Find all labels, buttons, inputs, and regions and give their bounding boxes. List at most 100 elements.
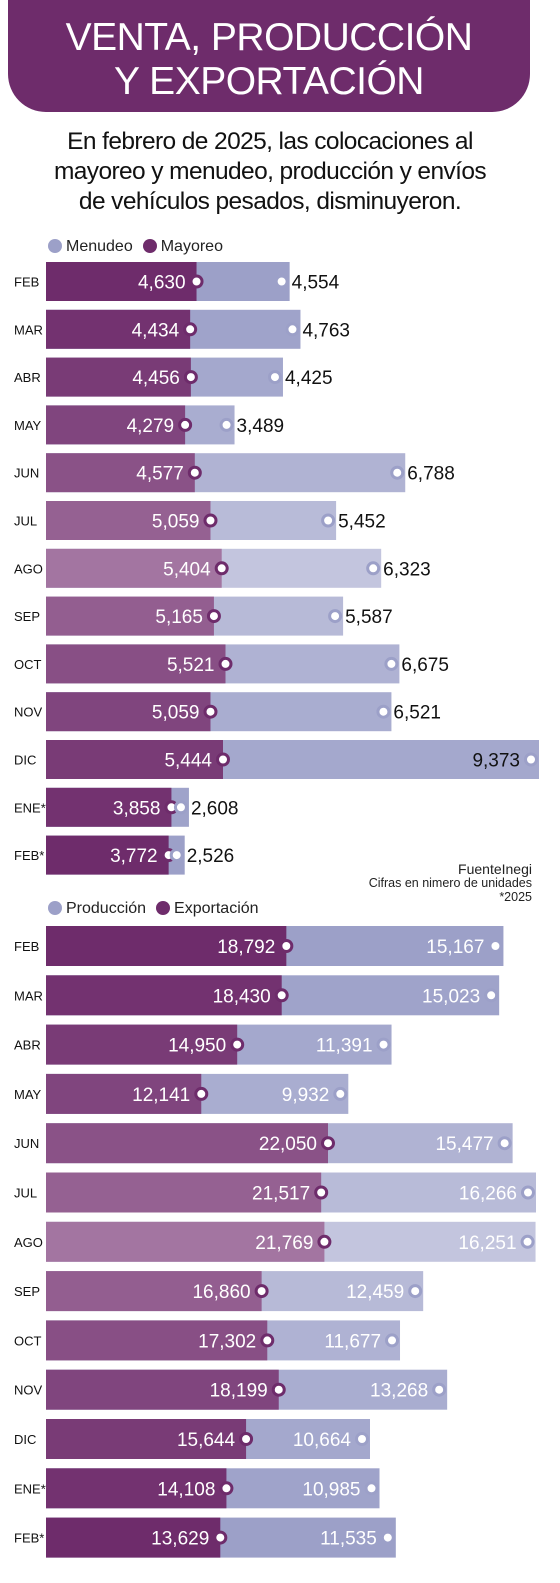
asterisk-note: *2025: [499, 890, 532, 904]
sales-marker-mayoreo-feb: [189, 274, 204, 289]
prod-label-exportación-jun: 22,050: [259, 1134, 317, 1155]
prod-bar-exportación-dic: [46, 1419, 247, 1459]
prod-bar-exportación-feb-star: [46, 1517, 221, 1558]
sales-label-menudeo-may: 3,489: [237, 416, 285, 437]
sales-label-mayoreo-oct: 5,521: [167, 655, 215, 676]
prod-marker-exportación-jul: [314, 1185, 329, 1200]
prod-bar-exportación-may: [46, 1073, 202, 1114]
sales-label-menudeo-feb-star: 2,526: [187, 846, 235, 867]
prod-marker-producción-nov: [432, 1382, 447, 1397]
legend-label-mayoreo: Mayoreo: [160, 238, 223, 255]
prod-marker-producción-feb: [488, 939, 503, 953]
legend-dot-produccion: [48, 901, 62, 915]
prod-bar-exportación-sep: [46, 1271, 262, 1312]
prod-label-producción-oct: 11,677: [324, 1331, 381, 1352]
sales-bar-mayoreo-sep: [46, 596, 214, 636]
prod-category-label-sep: SEP: [14, 1284, 40, 1299]
prod-bar-exportación-jul: [46, 1172, 322, 1213]
prod-label-producción-feb: 15,167: [426, 937, 484, 958]
prod-label-exportación-abr: 14,950: [168, 1036, 226, 1057]
sales-category-label-abr: ABR: [14, 370, 41, 385]
sales-label-menudeo-ene-star: 2,608: [191, 798, 239, 819]
prod-marker-producción-may: [333, 1086, 348, 1101]
prod-bar-exportación-abr: [46, 1024, 238, 1065]
sales-marker-menudeo-ene-star: [173, 800, 188, 815]
sales-category-label-ago: AGO: [14, 561, 43, 576]
prod-marker-producción-abr: [376, 1037, 391, 1052]
prod-bar-exportación-oct: [46, 1320, 268, 1361]
sales-category-label-feb-star: FEB*: [14, 848, 44, 863]
prod-marker-exportación-ene-star: [219, 1481, 234, 1496]
prod-label-exportación-may: 12,141: [132, 1085, 190, 1106]
prod-marker-producción-sep: [408, 1284, 423, 1299]
prod-category-label-feb: FEB: [14, 939, 39, 954]
sales-marker-mayoreo-mar: [183, 322, 198, 337]
prod-category-label-nov: NOV: [14, 1383, 43, 1398]
sales-marker-mayoreo-oct: [218, 656, 233, 671]
sales-category-label-oct: OCT: [14, 657, 42, 672]
prod-marker-producción-ago: [520, 1234, 535, 1249]
prod-label-producción-nov: 13,268: [370, 1381, 428, 1402]
sales-label-menudeo-oct: 6,675: [401, 655, 449, 676]
prod-marker-producción-jul: [521, 1185, 535, 1200]
prod-category-label-mar: MAR: [14, 988, 43, 1003]
sales-marker-mayoreo-sep: [206, 609, 221, 624]
sales-marker-menudeo-abr: [267, 370, 282, 385]
prod-label-exportación-nov: 18,199: [210, 1381, 268, 1402]
prod-category-label-dic: DIC: [14, 1432, 36, 1447]
sales-label-menudeo-nov: 6,521: [393, 703, 441, 724]
prod-label-exportación-sep: 16,860: [192, 1282, 250, 1303]
sales-label-mayoreo-nov: 5,059: [152, 703, 200, 724]
sales-label-mayoreo-dic: 5,444: [164, 751, 212, 772]
prod-bar-exportación-feb: [46, 926, 287, 966]
prod-category-label-feb-star: FEB*: [14, 1531, 44, 1546]
prod-label-producción-feb-star: 11,535: [320, 1529, 377, 1550]
sales-label-mayoreo-feb-star: 3,772: [110, 846, 158, 867]
sales-marker-menudeo-jul: [321, 513, 336, 528]
sales-label-mayoreo-sep: 5,165: [155, 607, 203, 628]
sales-bar-mayoreo-dic: [46, 740, 223, 779]
sales-bar-mayoreo-may: [46, 405, 186, 445]
sales-marker-menudeo-feb: [274, 274, 289, 289]
prod-bar-exportación-ago: [46, 1221, 325, 1262]
sales-marker-menudeo-mar: [285, 322, 300, 337]
sales-bar-mayoreo-mar: [46, 309, 191, 349]
sales-label-mayoreo-jul: 5,059: [152, 512, 200, 533]
sales-label-menudeo-mar: 4,763: [302, 320, 350, 341]
prod-label-producción-ago: 16,251: [458, 1233, 516, 1254]
sales-marker-mayoreo-nov: [203, 704, 218, 719]
sales-marker-mayoreo-abr: [183, 370, 198, 385]
source-note: FuenteInegi Cifras en nimero de unidades…: [369, 862, 532, 904]
prod-label-producción-ene-star: 10,985: [302, 1479, 360, 1500]
legend-dot-mayoreo: [142, 239, 157, 253]
sales-category-label-feb: FEB: [14, 275, 39, 290]
sales-label-menudeo-ago: 6,323: [383, 559, 431, 580]
prod-marker-exportación-may: [194, 1086, 209, 1101]
prod-category-label-jun: JUN: [14, 1136, 39, 1151]
sales-marker-mayoreo-jul: [203, 513, 218, 528]
sales-bar-mayoreo-feb-star: [46, 835, 169, 875]
units-note: Cifras en nimero de unidades: [368, 876, 532, 890]
sales-marker-menudeo-jun: [390, 465, 405, 480]
prod-marker-producción-jun: [497, 1136, 512, 1151]
prod-bar-exportación-ene-star: [46, 1468, 227, 1509]
prod-marker-exportación-abr: [230, 1037, 245, 1052]
legend-label-exportacion: Exportación: [174, 900, 259, 917]
prod-marker-exportación-oct: [260, 1333, 275, 1348]
subtitle-line-1: En febrero de 2025, las colocaciones al: [67, 128, 473, 155]
sales-label-menudeo-sep: 5,587: [345, 607, 393, 628]
prod-label-producción-jul: 16,266: [459, 1184, 517, 1205]
sales-bar-mayoreo-oct: [46, 644, 226, 684]
sales-label-mayoreo-abr: 4,456: [132, 368, 180, 389]
prod-marker-exportación-ago: [317, 1234, 332, 1249]
sales-label-menudeo-jun: 6,788: [407, 464, 455, 485]
sales-category-label-dic: DIC: [14, 753, 36, 768]
legend-sales: Menudeo Mayoreo: [48, 238, 223, 256]
sales-label-mayoreo-jun: 4,577: [136, 464, 184, 485]
subtitle-line-2: mayoreo y menudeo, producción y envíos: [53, 158, 487, 185]
prod-marker-exportación-nov: [271, 1382, 286, 1397]
sales-label-menudeo-jul: 5,452: [338, 512, 386, 533]
prod-category-label-may: MAY: [14, 1087, 42, 1102]
sales-marker-mayoreo-jun: [187, 465, 202, 480]
